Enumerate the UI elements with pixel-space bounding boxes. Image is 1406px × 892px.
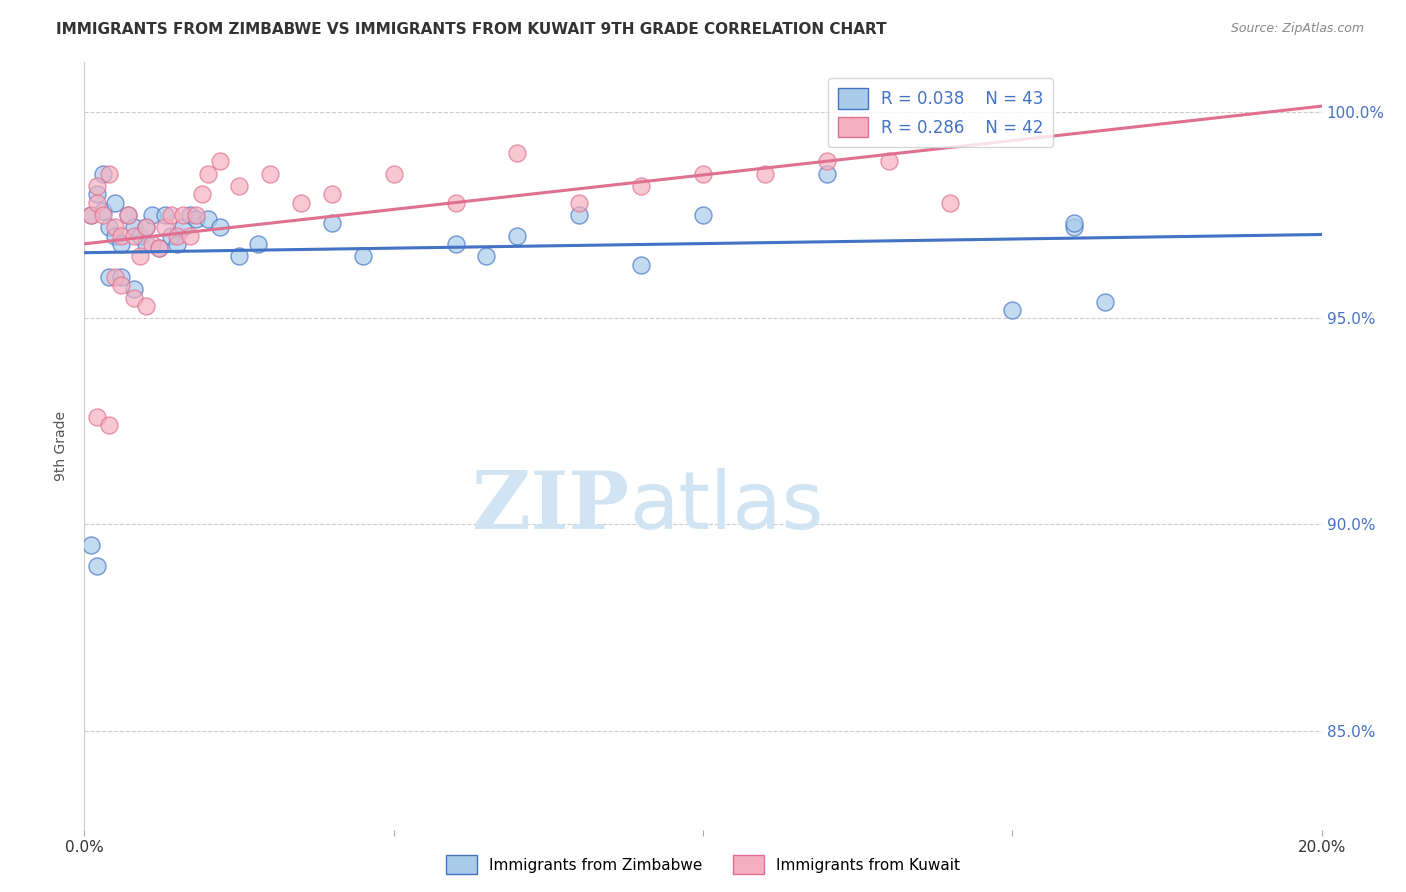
Point xyxy=(815,167,838,181)
Point xyxy=(110,278,132,293)
Y-axis label: 9th Grade: 9th Grade xyxy=(55,411,69,481)
Point xyxy=(135,220,157,235)
Point xyxy=(110,228,132,243)
Point xyxy=(172,220,194,235)
Point xyxy=(179,228,201,243)
Text: ZIP: ZIP xyxy=(472,468,628,547)
Legend: R = 0.038    N = 43, R = 0.286    N = 42: R = 0.038 N = 43, R = 0.286 N = 42 xyxy=(828,78,1053,147)
Point xyxy=(129,228,152,243)
Point xyxy=(209,220,232,235)
Point xyxy=(1094,294,1116,309)
Point xyxy=(352,249,374,263)
Text: atlas: atlas xyxy=(628,468,823,547)
Point xyxy=(290,195,312,210)
Point xyxy=(179,208,201,222)
Point xyxy=(506,228,529,243)
Point xyxy=(98,269,121,284)
Point xyxy=(568,208,591,222)
Point xyxy=(815,154,838,169)
Point xyxy=(86,558,108,573)
Point xyxy=(160,228,183,243)
Point xyxy=(98,167,121,181)
Point xyxy=(79,208,101,222)
Point xyxy=(98,418,121,433)
Point xyxy=(228,179,250,194)
Point xyxy=(160,208,183,222)
Point xyxy=(692,208,714,222)
Point xyxy=(877,154,900,169)
Point xyxy=(104,195,127,210)
Point xyxy=(79,208,101,222)
Point xyxy=(104,269,127,284)
Point xyxy=(86,179,108,194)
Point xyxy=(209,154,232,169)
Point xyxy=(110,269,132,284)
Point xyxy=(228,249,250,263)
Point xyxy=(104,220,127,235)
Point xyxy=(141,236,163,251)
Point xyxy=(506,146,529,161)
Point xyxy=(135,220,157,235)
Point xyxy=(444,195,467,210)
Point xyxy=(191,187,214,202)
Point xyxy=(321,187,343,202)
Point xyxy=(166,228,188,243)
Point xyxy=(79,538,101,552)
Point xyxy=(86,195,108,210)
Point xyxy=(172,208,194,222)
Point xyxy=(91,208,114,222)
Point xyxy=(122,291,145,305)
Point xyxy=(630,258,652,272)
Point xyxy=(692,167,714,181)
Point xyxy=(91,203,114,218)
Point xyxy=(184,208,207,222)
Point xyxy=(153,208,176,222)
Point xyxy=(939,195,962,210)
Point xyxy=(91,167,114,181)
Point xyxy=(122,282,145,296)
Point xyxy=(184,212,207,227)
Point xyxy=(148,241,170,255)
Point xyxy=(110,236,132,251)
Point xyxy=(1063,220,1085,235)
Point xyxy=(382,167,405,181)
Point xyxy=(148,241,170,255)
Point xyxy=(321,216,343,230)
Point xyxy=(129,249,152,263)
Point xyxy=(197,167,219,181)
Point xyxy=(122,228,145,243)
Point xyxy=(153,220,176,235)
Point xyxy=(568,195,591,210)
Point xyxy=(86,187,108,202)
Point xyxy=(141,208,163,222)
Point xyxy=(754,167,776,181)
Point xyxy=(1001,302,1024,317)
Point xyxy=(117,208,139,222)
Point xyxy=(197,212,219,227)
Point xyxy=(122,220,145,235)
Point xyxy=(259,167,281,181)
Point xyxy=(86,410,108,425)
Text: Source: ZipAtlas.com: Source: ZipAtlas.com xyxy=(1230,22,1364,36)
Point xyxy=(135,299,157,313)
Point xyxy=(630,179,652,194)
Point xyxy=(166,236,188,251)
Point xyxy=(104,228,127,243)
Point xyxy=(1063,216,1085,230)
Text: IMMIGRANTS FROM ZIMBABWE VS IMMIGRANTS FROM KUWAIT 9TH GRADE CORRELATION CHART: IMMIGRANTS FROM ZIMBABWE VS IMMIGRANTS F… xyxy=(56,22,887,37)
Point xyxy=(475,249,498,263)
Legend: Immigrants from Zimbabwe, Immigrants from Kuwait: Immigrants from Zimbabwe, Immigrants fro… xyxy=(440,849,966,880)
Point xyxy=(135,236,157,251)
Point xyxy=(117,208,139,222)
Point xyxy=(98,220,121,235)
Point xyxy=(246,236,269,251)
Point xyxy=(444,236,467,251)
